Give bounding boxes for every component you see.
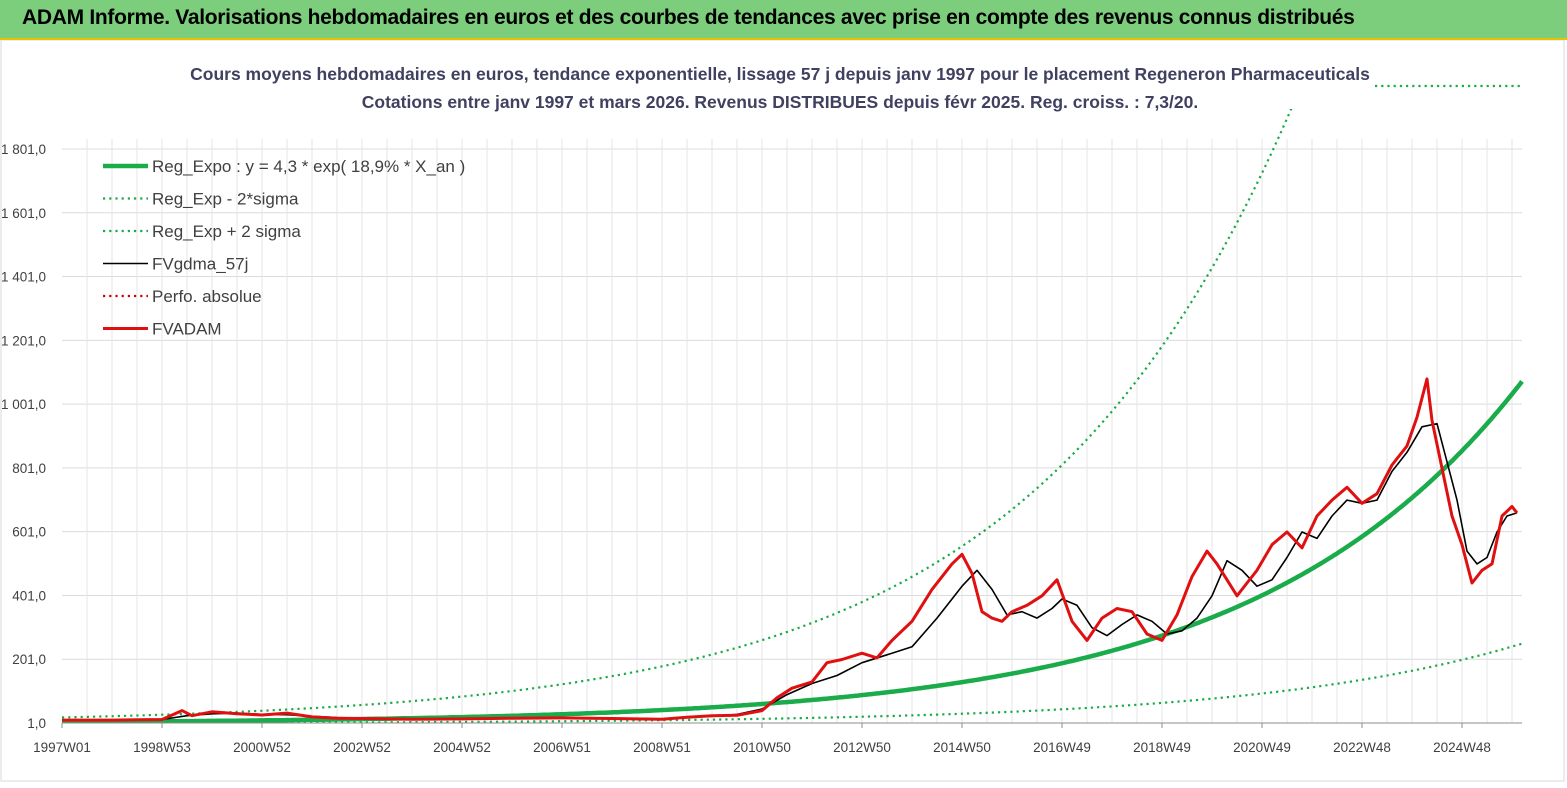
y-tick-label: 1 801,0 xyxy=(1,142,46,157)
series-line-5 xyxy=(62,377,1519,722)
legend-label: FVgdma_57j xyxy=(152,255,248,274)
y-tick-label: 1 401,0 xyxy=(1,270,46,285)
x-tick-label: 2022W48 xyxy=(1333,740,1391,755)
banner-title: ADAM Informe. Valorisations hebdomadaire… xyxy=(22,6,1355,29)
x-tick-label: 1997W01 xyxy=(33,740,91,755)
x-axis-ticks: 1997W01 1998W53 2000W52 2002W52 2004W52 2006W… xyxy=(33,723,1491,755)
x-tick-label: 2006W51 xyxy=(533,740,591,755)
x-tick-label: 2024W48 xyxy=(1433,740,1491,755)
x-tick-label: 2012W50 xyxy=(833,740,891,755)
report-banner: ADAM Informe. Valorisations hebdomadaire… xyxy=(0,0,1567,40)
legend-label: Reg_Expo : y = 4,3 * exp( 18,9% * X_an ) xyxy=(152,157,465,176)
y-tick-label: 801,0 xyxy=(12,461,46,476)
x-tick-label: 2018W49 xyxy=(1133,740,1191,755)
x-tick-label: 2008W51 xyxy=(633,740,691,755)
x-tick-label: 1998W53 xyxy=(133,740,191,755)
legend-label: Perfo. absolue xyxy=(152,287,262,306)
chart-subtitle: Cotations entre janv 1997 et mars 2026. … xyxy=(362,92,1198,112)
grid-lines xyxy=(62,139,1522,723)
x-tick-label: 2002W52 xyxy=(333,740,391,755)
y-tick-label: 201,0 xyxy=(12,652,46,667)
trend-chart: 1,0 201,0 401,0 601,0 801,0 1 001,0 1 201,0 1 4… xyxy=(0,39,1565,782)
x-tick-label: 2010W50 xyxy=(733,740,791,755)
series-line-2 xyxy=(62,109,1293,719)
legend: Reg_Expo : y = 4,3 * exp( 18,9% * X_an )… xyxy=(103,157,465,339)
y-tick-label: 1 201,0 xyxy=(1,333,46,348)
y-tick-label: 1 001,0 xyxy=(1,397,46,412)
legend-label: Reg_Exp + 2 sigma xyxy=(152,222,301,241)
y-tick-label: 1 601,0 xyxy=(1,206,46,221)
y-tick-label: 601,0 xyxy=(12,525,46,540)
legend-label: FVADAM xyxy=(152,320,222,339)
x-tick-label: 2004W52 xyxy=(433,740,491,755)
legend-label: Reg_Exp - 2*sigma xyxy=(152,190,299,209)
y-tick-label: 1,0 xyxy=(27,716,46,731)
x-tick-label: 2016W49 xyxy=(1033,740,1091,755)
chart-title: Cours moyens hebdomadaires en euros, ten… xyxy=(190,64,1370,84)
x-tick-label: 2014W50 xyxy=(933,740,991,755)
series-line-0 xyxy=(62,380,1524,723)
chart-area: 1,0 201,0 401,0 601,0 801,0 1 001,0 1 201,0 1 4… xyxy=(0,39,1567,783)
y-tick-label: 401,0 xyxy=(12,588,46,603)
y-axis-ticks: 1,0 201,0 401,0 601,0 801,0 1 001,0 1 201,0 1 4… xyxy=(1,142,46,731)
x-tick-label: 2000W52 xyxy=(233,740,291,755)
x-tick-label: 2020W49 xyxy=(1233,740,1291,755)
chart-border xyxy=(0,39,1565,782)
